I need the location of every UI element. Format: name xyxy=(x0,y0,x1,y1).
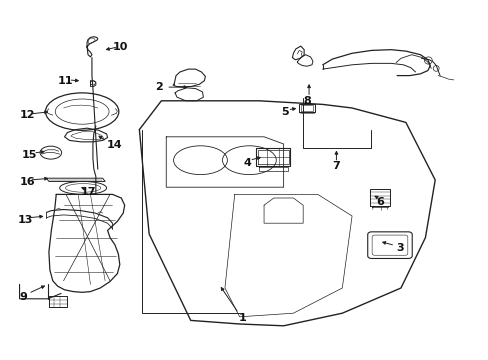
Text: 14: 14 xyxy=(106,140,122,150)
Text: 7: 7 xyxy=(332,161,340,171)
Text: 13: 13 xyxy=(18,215,33,225)
Text: 4: 4 xyxy=(243,158,251,168)
Text: 12: 12 xyxy=(20,110,35,120)
Text: 6: 6 xyxy=(376,197,384,207)
Text: 3: 3 xyxy=(395,243,403,253)
Text: 16: 16 xyxy=(20,177,35,187)
Text: 8: 8 xyxy=(303,96,310,106)
Text: 1: 1 xyxy=(238,312,246,323)
Text: 17: 17 xyxy=(81,186,96,197)
Text: 15: 15 xyxy=(22,150,37,160)
Text: 9: 9 xyxy=(20,292,27,302)
Text: 5: 5 xyxy=(281,107,288,117)
Text: 2: 2 xyxy=(155,82,163,92)
Text: 11: 11 xyxy=(58,76,73,86)
Text: 10: 10 xyxy=(112,42,127,52)
